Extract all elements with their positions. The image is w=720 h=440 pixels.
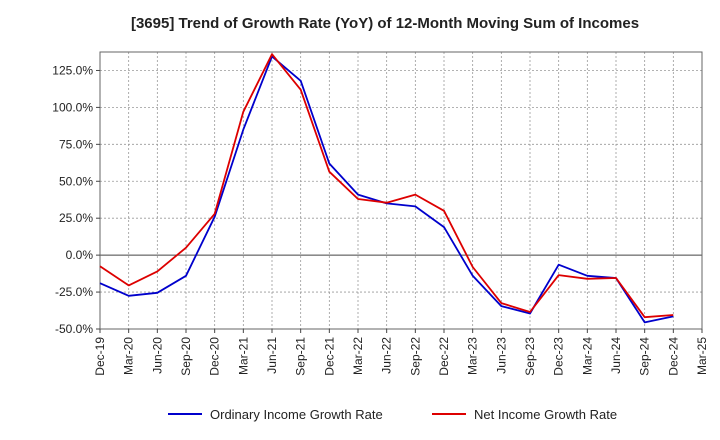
y-tick-label: 125.0%: [52, 63, 93, 77]
y-tick-label: 0.0%: [66, 248, 94, 262]
x-tick-label: Mar-21: [236, 337, 250, 375]
x-tick-label: Sep-21: [294, 337, 308, 376]
x-tick-label: Dec-22: [437, 337, 451, 376]
x-tick-label: Dec-19: [93, 337, 107, 376]
plot-area: [100, 52, 702, 329]
x-tick-label: Dec-21: [322, 337, 336, 376]
x-tick-label: Dec-20: [208, 337, 222, 376]
x-tick-label: Mar-20: [122, 337, 136, 375]
x-tick-label: Sep-22: [408, 337, 422, 376]
y-tick-label: 25.0%: [59, 211, 93, 225]
plot-border: [99, 51, 703, 330]
y-tick-label: -50.0%: [55, 322, 93, 336]
chart-title: [3695] Trend of Growth Rate (YoY) of 12-…: [131, 15, 639, 32]
x-tick-label: Jun-23: [494, 337, 508, 374]
x-tick-label: Jun-20: [150, 337, 164, 374]
x-axis: Dec-19 Mar-20 Jun-20 Sep-20 Dec-20 Mar-21 Jun-…: [93, 329, 709, 376]
x-tick-label: Sep-24: [638, 337, 652, 376]
legend-label-1: Ordinary Income Growth Rate: [210, 407, 383, 422]
x-tick-label: Mar-25: [695, 337, 709, 375]
series-line-2: [99, 53, 674, 319]
x-tick-label: Mar-24: [580, 337, 594, 375]
x-tick-label: Jun-24: [609, 337, 623, 374]
series-lines: [99, 53, 674, 324]
x-tick-label: Sep-23: [523, 337, 537, 376]
legend: Ordinary Income Growth Rate Net Income Gr…: [168, 407, 617, 422]
y-tick-label: 75.0%: [59, 137, 93, 151]
x-tick-label: Mar-23: [466, 337, 480, 375]
x-tick-label: Sep-20: [179, 337, 193, 376]
y-axis: -50.0% -25.0% 0.0% 25.0% 50.0% 75.0% 100.0% 125…: [52, 63, 100, 336]
grid: [100, 52, 702, 329]
y-tick-label: -25.0%: [55, 285, 93, 299]
x-tick-label: Mar-22: [351, 337, 365, 375]
x-tick-label: Dec-23: [552, 337, 566, 376]
y-tick-label: 100.0%: [52, 100, 93, 114]
y-tick-label: 50.0%: [59, 174, 93, 188]
legend-label-2: Net Income Growth Rate: [474, 407, 617, 422]
x-tick-label: Jun-22: [380, 337, 394, 374]
x-tick-label: Dec-24: [666, 337, 680, 376]
x-tick-label: Jun-21: [265, 337, 279, 374]
